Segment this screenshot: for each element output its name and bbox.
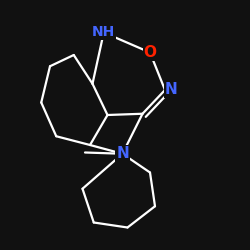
Text: N: N [116, 146, 129, 161]
Text: NH: NH [92, 26, 116, 40]
Text: O: O [144, 45, 156, 60]
Text: N: N [165, 82, 178, 98]
